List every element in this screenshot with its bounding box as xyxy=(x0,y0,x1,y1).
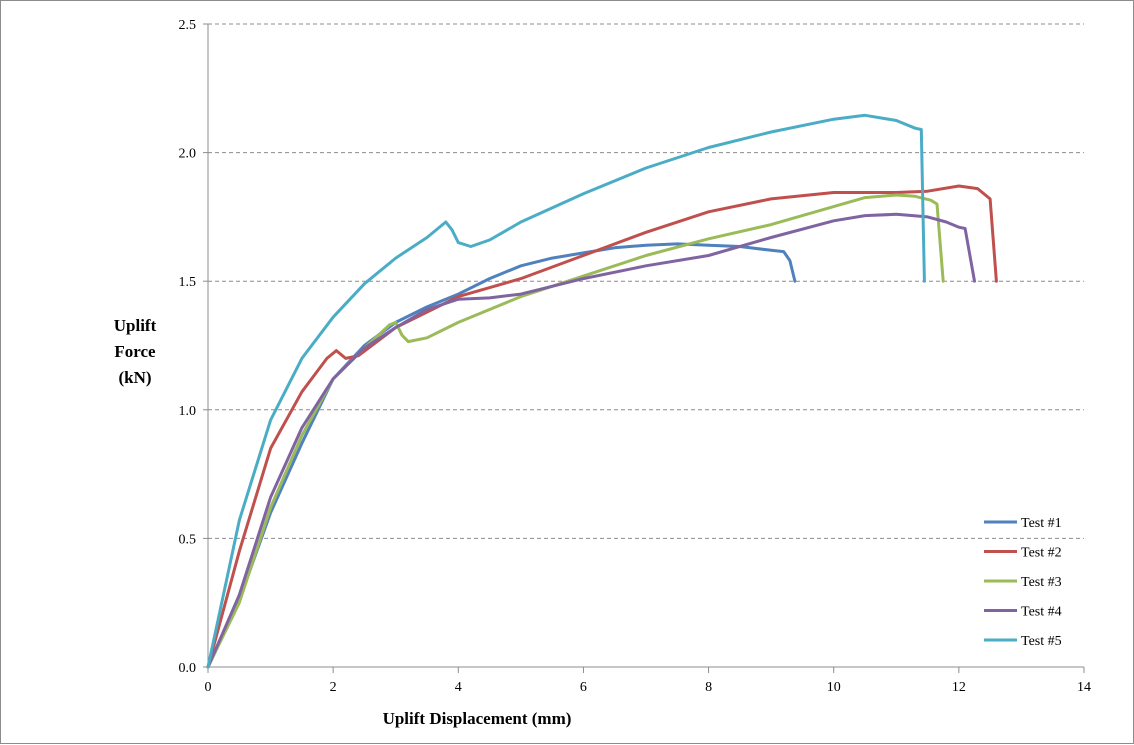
x-tick-labels: 0 2 4 6 8 10 12 14 xyxy=(205,680,1092,695)
legend: Test #1 Test #2 Test #3 Test #4 Test #5 xyxy=(984,516,1062,649)
series-line-test-4 xyxy=(206,212,976,669)
legend-label-test-1: Test #1 xyxy=(1021,516,1062,531)
legend-label-test-2: Test #2 xyxy=(1021,546,1062,561)
x-axis-title: Uplift Displacement (mm) xyxy=(383,709,572,728)
y-tick-label-1: 0.5 xyxy=(179,532,197,547)
x-tick-label-4: 8 xyxy=(705,680,712,695)
x-tick-label-7: 14 xyxy=(1077,680,1091,695)
gridlines xyxy=(208,23,1084,539)
x-tick-label-0: 0 xyxy=(205,680,212,695)
legend-label-test-5: Test #5 xyxy=(1021,634,1062,649)
series-line-test-1 xyxy=(206,242,797,669)
series-line-test-2 xyxy=(206,184,998,669)
x-tick-label-1: 2 xyxy=(330,680,337,695)
y-tick-label-5: 2.5 xyxy=(179,18,197,33)
series-line-test-3 xyxy=(206,193,945,669)
y-tick-label-0: 0.0 xyxy=(179,661,197,676)
series-lines xyxy=(206,113,998,669)
x-tick-label-5: 10 xyxy=(827,680,841,695)
y-tick-label-2: 1.0 xyxy=(179,404,197,419)
x-tick-label-6: 12 xyxy=(952,680,966,695)
legend-label-test-3: Test #3 xyxy=(1021,575,1062,590)
y-axis-title-line-3: (kN) xyxy=(118,368,151,387)
x-tick-label-2: 4 xyxy=(455,680,462,695)
y-tick-label-4: 2.0 xyxy=(179,147,197,162)
series-line-test-5 xyxy=(206,113,926,669)
y-axis-title: Uplift Force (kN) xyxy=(114,316,157,387)
y-axis-title-line-1: Uplift xyxy=(114,316,157,335)
axes xyxy=(203,23,1085,673)
y-tick-labels: 0.0 0.5 1.0 1.5 2.0 2.5 xyxy=(179,18,197,676)
x-tick-label-3: 6 xyxy=(580,680,587,695)
y-tick-label-3: 1.5 xyxy=(179,275,197,290)
y-axis-title-line-2: Force xyxy=(114,342,156,361)
legend-label-test-4: Test #4 xyxy=(1021,605,1062,620)
